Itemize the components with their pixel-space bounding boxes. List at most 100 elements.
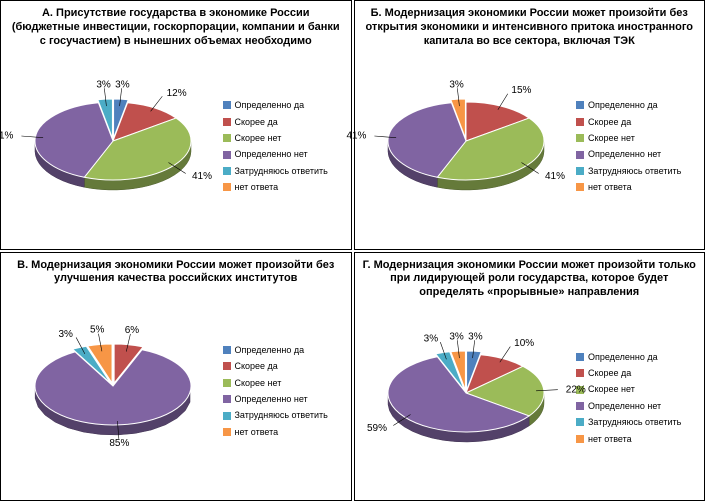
legend-item: Определенно да [223, 98, 343, 112]
legend-swatch [223, 167, 231, 175]
legend-swatch [576, 151, 584, 159]
legend-item: нет ответа [576, 180, 696, 194]
pie-wrap: 3%12%41%41%3% [9, 72, 217, 222]
legend-label: нет ответа [588, 180, 632, 194]
pie-pct-label: 22% [566, 384, 586, 395]
legend-swatch [576, 418, 584, 426]
legend-label: Скорее да [235, 359, 278, 373]
legend-label: Определенно нет [235, 392, 308, 406]
chart-title: А. Присутствие государства в экономике Р… [9, 7, 343, 48]
legend-swatch [223, 183, 231, 191]
legend-item: Определенно да [576, 350, 696, 364]
pie-pct-label: 5% [90, 325, 105, 336]
legend-label: Затрудняюсь ответить [235, 408, 328, 422]
legend-label: Скорее нет [588, 382, 635, 396]
chart-panel-d: Г. Модернизация экономики России может п… [354, 252, 705, 501]
pie-chart-c: 6% 85% 3% 5% [13, 317, 213, 467]
chart-row: 15%41%41%3% Определенно даСкорее даСкоре… [363, 52, 697, 242]
chart-title: Г. Модернизация экономики России может п… [363, 259, 697, 300]
pie-pct-label: 3% [96, 80, 111, 91]
pie-chart-b: 15%41%41%3% [366, 72, 566, 222]
pie-pct-label: 41% [0, 131, 13, 142]
legend-label: Скорее нет [235, 376, 282, 390]
legend-b: Определенно да Скорее да Скорее нет Определ… [576, 98, 696, 196]
pie-pct-label: 3% [424, 333, 439, 344]
legend-label: Определенно да [235, 98, 305, 112]
legend-item: нет ответа [576, 432, 696, 446]
legend-swatch [223, 151, 231, 159]
legend-label: Затрудняюсь ответить [588, 164, 681, 178]
legend-item: нет ответа [223, 180, 343, 194]
pie-pct-label: 85% [109, 438, 129, 449]
legend-item: Скорее да [223, 115, 343, 129]
legend-label: Скорее нет [588, 131, 635, 145]
legend-swatch [223, 346, 231, 354]
legend-label: Определенно да [235, 343, 305, 357]
legend-label: нет ответа [588, 432, 632, 446]
legend-swatch [576, 183, 584, 191]
legend-swatch [576, 402, 584, 410]
legend-swatch [223, 134, 231, 142]
legend-item: Затрудняюсь ответить [576, 164, 696, 178]
legend-swatch [576, 353, 584, 361]
pie-pct-label: 41% [347, 131, 367, 142]
chart-row: 3%10%22%59%3%3% Определенно даСкорее даС… [363, 304, 697, 494]
pie-chart-d: 3%10%22%59%3%3% [366, 324, 566, 474]
legend-swatch [223, 428, 231, 436]
pie-pct-label: 3% [450, 331, 465, 342]
legend-item: нет ответа [223, 425, 343, 439]
pie-chart-a: 3%12%41%41%3% [13, 72, 213, 222]
legend-item: Затрудняюсь ответить [223, 408, 343, 422]
pie-pct-label: 3% [115, 80, 130, 91]
chart-panel-c: В. Модернизация экономики России может п… [0, 252, 352, 501]
legend-swatch [576, 101, 584, 109]
legend-label: Скорее да [588, 366, 631, 380]
legend-swatch [223, 412, 231, 420]
pie-pct-label: 15% [512, 86, 532, 97]
legend-label: Определенно нет [588, 147, 661, 161]
legend-item: Определенно нет [576, 147, 696, 161]
legend-a: Определенно да Скорее да Скорее нет Определ… [223, 98, 343, 196]
pie-pct-label: 3% [468, 331, 483, 342]
legend-label: Определенно нет [235, 147, 308, 161]
legend-swatch [576, 435, 584, 443]
pie-wrap: 3%10%22%59%3%3% [363, 324, 571, 474]
legend-item: Скорее нет [576, 131, 696, 145]
chart-row: 6% 85% 3% 5% Определенно да Скорее да Скорее … [9, 290, 343, 494]
pie-pct-label: 41% [545, 171, 565, 182]
pie-pct-label: 10% [514, 338, 534, 349]
legend-item: Определенно да [576, 98, 696, 112]
legend-d: Определенно да Скорее да Скорее нет Определ… [576, 350, 696, 448]
legend-item: Скорее да [576, 366, 696, 380]
legend-swatch [223, 379, 231, 387]
legend-label: Скорее да [588, 115, 631, 129]
legend-item: Определенно нет [223, 147, 343, 161]
legend-label: нет ответа [235, 425, 279, 439]
pie-pct-label: 3% [58, 329, 73, 340]
legend-item: Скорее да [576, 115, 696, 129]
pie-pct-label: 12% [166, 88, 186, 99]
pie-wrap: 15%41%41%3% [363, 72, 571, 222]
legend-label: Определенно да [588, 98, 658, 112]
legend-label: Определенно нет [588, 399, 661, 413]
legend-c: Определенно да Скорее да Скорее нет Определ… [223, 343, 343, 441]
legend-item: Определенно нет [223, 392, 343, 406]
legend-swatch [576, 134, 584, 142]
legend-label: Определенно да [588, 350, 658, 364]
legend-label: Скорее нет [235, 131, 282, 145]
legend-item: Затрудняюсь ответить [576, 415, 696, 429]
chart-row: 3%12%41%41%3% Определенно даСкорее даСко… [9, 52, 343, 242]
legend-swatch [576, 118, 584, 126]
chart-title: В. Модернизация экономики России может п… [9, 259, 343, 287]
legend-swatch [576, 167, 584, 175]
chart-title: Б. Модернизация экономики России может п… [363, 7, 697, 48]
pie-pct-label: 59% [367, 423, 387, 434]
chart-panel-a: А. Присутствие государства в экономике Р… [0, 0, 352, 250]
pie-pct-label: 6% [124, 325, 139, 336]
legend-swatch [576, 369, 584, 377]
legend-item: Скорее да [223, 359, 343, 373]
legend-item: Определенно да [223, 343, 343, 357]
legend-swatch [223, 362, 231, 370]
pie-slice [35, 350, 191, 425]
legend-swatch [223, 395, 231, 403]
